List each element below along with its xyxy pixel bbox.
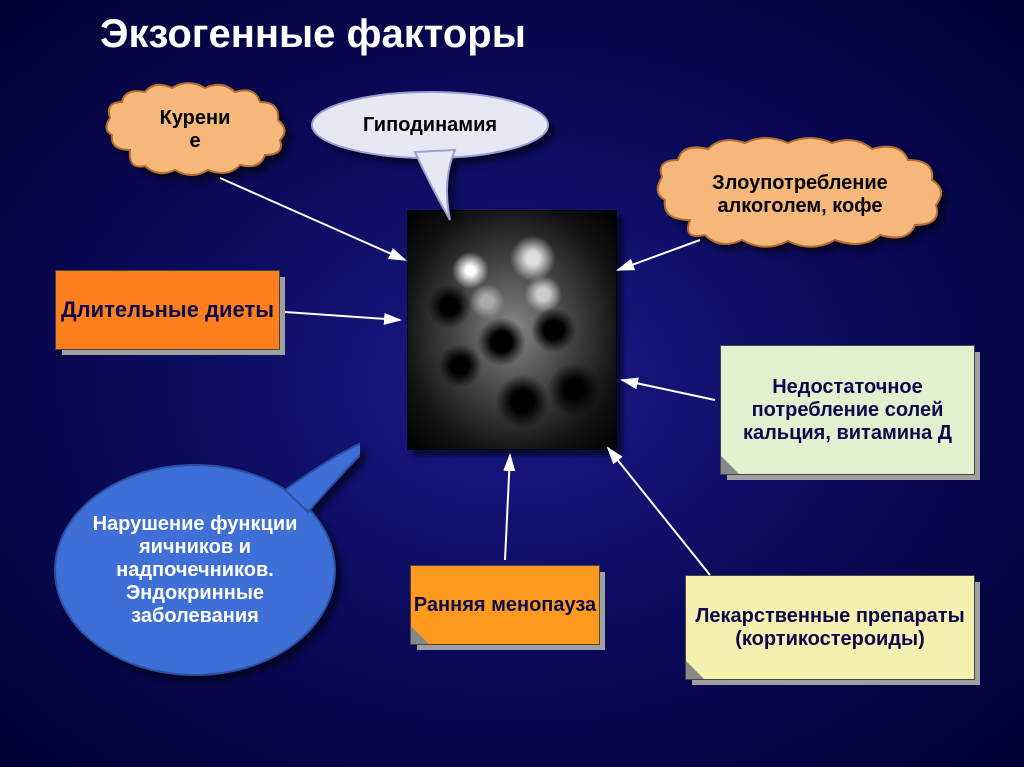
oval-hypodynamia-label: Гиподинамия xyxy=(310,90,550,160)
rect-menopause-label: Ранняя менопауза xyxy=(414,594,596,617)
oval-ovarian: Нарушение функции яичников и надпочечник… xyxy=(55,440,335,680)
rect-drugs: Лекарственные препараты (кортикостероиды… xyxy=(685,575,975,680)
oval-hypodynamia: Гиподинамия xyxy=(310,90,550,160)
rect-drugs-label: Лекарственные препараты (кортикостероиды… xyxy=(694,605,966,651)
cloud-smoking-label: Курени е xyxy=(100,80,290,180)
rect-calcium-label: Недостаточное потребление солей кальция,… xyxy=(729,376,966,445)
cloud-smoking: Курени е xyxy=(100,80,290,180)
oval-ovarian-label: Нарушение функции яичников и надпочечник… xyxy=(65,485,325,655)
rect-diets: Длительные диеты xyxy=(55,270,280,350)
slide-title: Экзогенные факторы xyxy=(0,0,1024,57)
rect-menopause: Ранняя менопауза xyxy=(410,565,600,645)
rect-calcium: Недостаточное потребление солей кальция,… xyxy=(720,345,975,475)
rect-diets-label: Длительные диеты xyxy=(61,297,274,323)
cloud-alcohol: Злоупотребление алкоголем, кофе xyxy=(650,135,950,255)
cloud-alcohol-label: Злоупотребление алкоголем, кофе xyxy=(660,145,940,245)
